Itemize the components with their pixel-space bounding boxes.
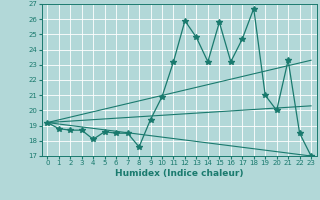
X-axis label: Humidex (Indice chaleur): Humidex (Indice chaleur)	[115, 169, 244, 178]
